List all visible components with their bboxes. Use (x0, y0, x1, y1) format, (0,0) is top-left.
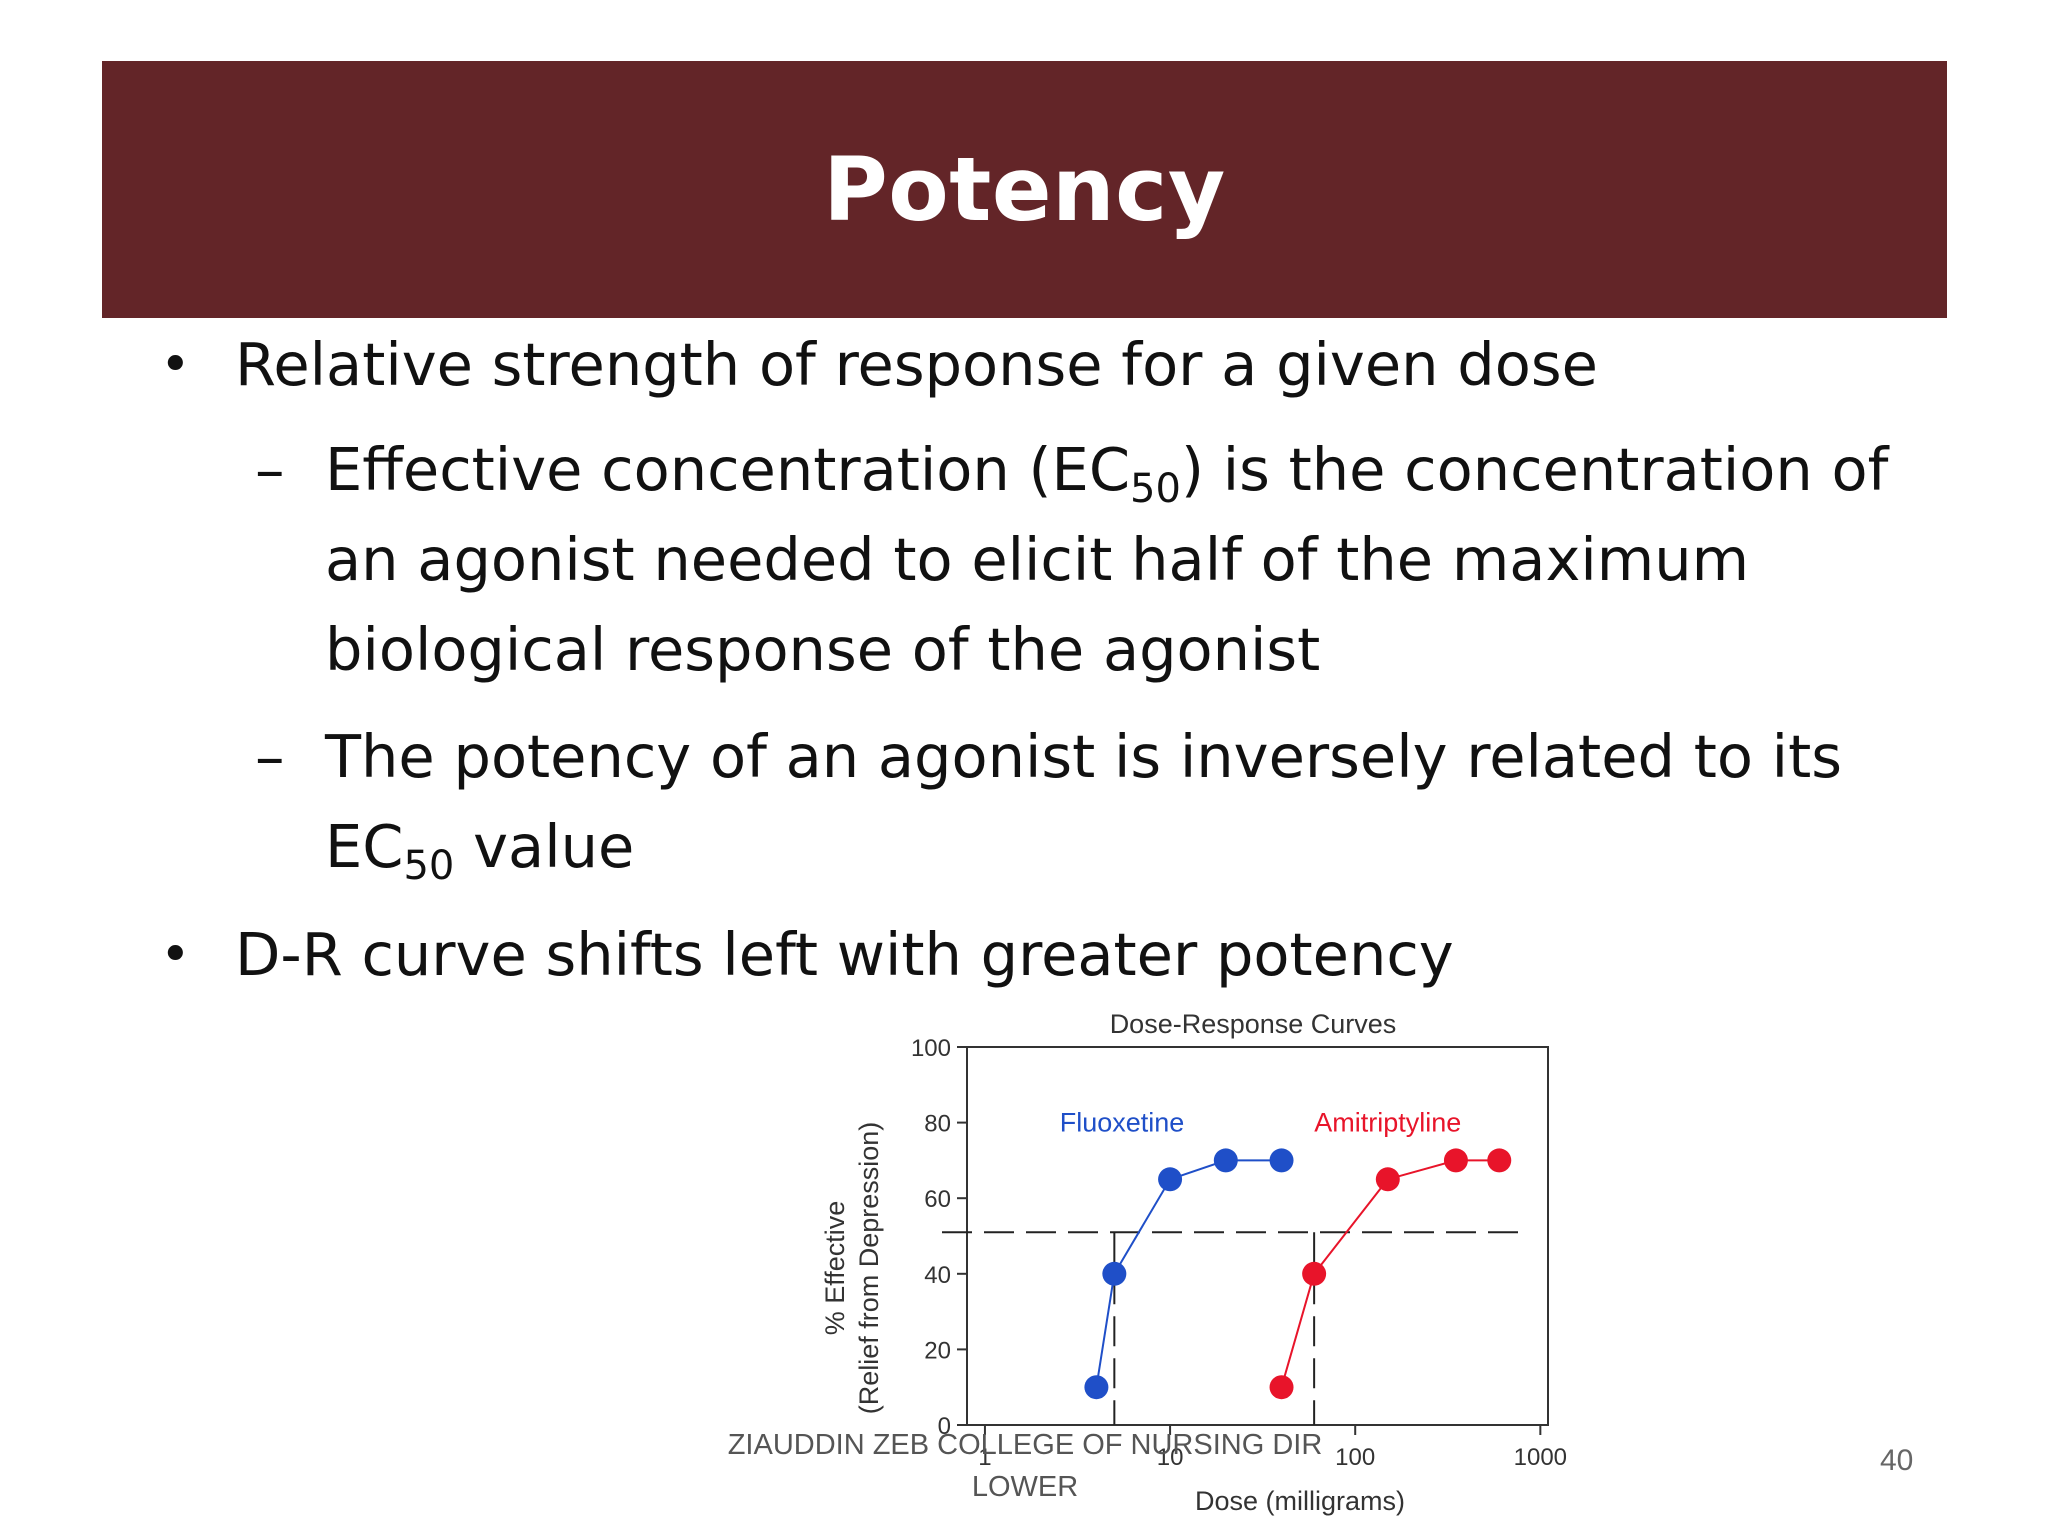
data-point (1269, 1375, 1294, 1400)
y-tick-label: 100 (911, 1035, 951, 1062)
page-number: 40 (1880, 1444, 1914, 1477)
dose-response-chart: Dose-Response Curves 0 20 40 60 80 100 1 10 100 1… (800, 1000, 1600, 1536)
plot-area: 0 20 40 60 80 100 1 10 100 1000 Fluoxetine Amitript… (911, 1035, 1567, 1471)
sub-bullet-marker: – (255, 722, 285, 791)
subscript: 50 (1130, 466, 1181, 512)
x-tick-label: 100 (1335, 1444, 1375, 1471)
data-point (1269, 1148, 1294, 1173)
data-point (1375, 1167, 1400, 1192)
subscript: 50 (403, 843, 455, 889)
footer-text: ZIAUDDIN ZEB COLLEGE OF NURSING DIR LOWE… (727, 1429, 1323, 1503)
data-point (1487, 1148, 1512, 1173)
data-point (1302, 1261, 1327, 1286)
bullet-marker: • (160, 925, 191, 985)
data-point (1084, 1375, 1109, 1400)
series-label: Amitriptyline (1314, 1108, 1461, 1138)
sub-text-part: The potency of an agonist is inversely r… (325, 722, 1842, 881)
x-tick-label: 10 (1157, 1444, 1184, 1471)
x-axis-label: Dose (milligrams) (1195, 1486, 1405, 1516)
chart-svg: Dose-Response Curves 0 20 40 60 80 100 1 10 100 1… (800, 1000, 1600, 1536)
bullet-marker: • (160, 335, 191, 395)
y-tick-label: 20 (924, 1337, 951, 1364)
y-axis-label: % Effective (820, 1201, 850, 1336)
y-tick-label: 0 (938, 1413, 951, 1440)
sub-bullet-marker: – (255, 435, 285, 504)
y-tick-label: 80 (924, 1111, 951, 1138)
data-point (1102, 1261, 1127, 1286)
sub-text-part: value (454, 812, 635, 881)
sub-text-part: ) is the concentration of an agonist nee… (325, 435, 1889, 684)
data-point (1443, 1148, 1468, 1173)
chart-title: Dose-Response Curves (1110, 1009, 1397, 1039)
y-tick-label: 40 (924, 1262, 951, 1289)
sub-bullet-ec50-definition: Effective concentration (EC50) is the co… (325, 425, 1945, 695)
plot-frame (966, 1046, 1549, 1426)
title-bar: Potency (102, 61, 1947, 318)
bullet-2-text: D-R curve shifts left with greater poten… (235, 920, 1454, 989)
series-label: Fluoxetine (1060, 1108, 1185, 1138)
chart-background (800, 1000, 1600, 1536)
sub-bullet-inverse-relation: The potency of an agonist is inversely r… (325, 712, 1945, 892)
slide-title: Potency (823, 138, 1226, 241)
x-tick-label: 1000 (1514, 1444, 1567, 1471)
x-tick-label: 1 (978, 1444, 991, 1471)
sub-text-part: Effective concentration (EC (325, 435, 1131, 504)
y-axis-label-secondary: (Relief from Depression) (854, 1122, 884, 1415)
bullet-1-text: Relative strength of response for a give… (235, 330, 1598, 399)
data-point (1213, 1148, 1238, 1173)
data-point (1158, 1167, 1183, 1192)
y-tick-label: 60 (924, 1186, 951, 1213)
